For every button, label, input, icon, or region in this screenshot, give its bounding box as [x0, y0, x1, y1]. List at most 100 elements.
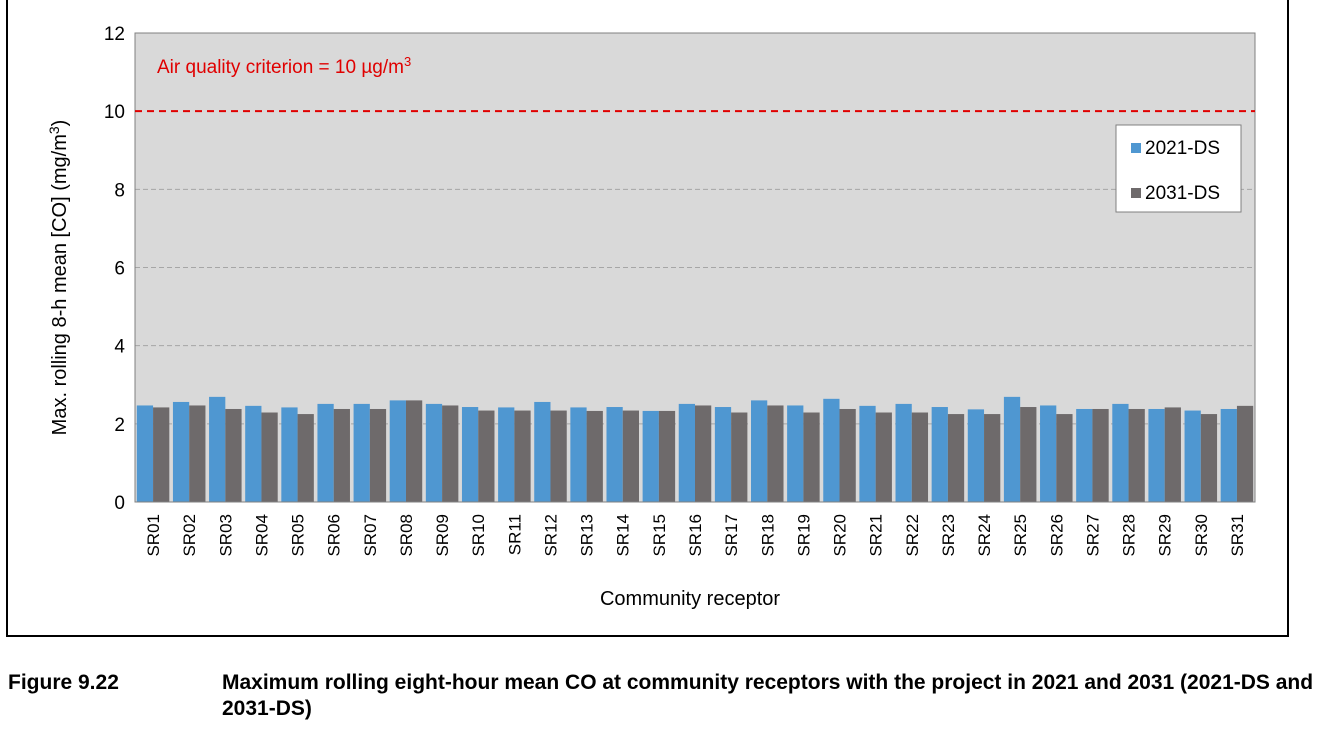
- bar-2021-ds-sr25: [1003, 396, 1021, 502]
- criterion-label: Air quality criterion = 10 µg/m3: [157, 54, 411, 78]
- bar-2031-ds-sr19: [803, 412, 820, 502]
- y-tick-label: 8: [114, 180, 125, 201]
- bar-2031-ds-sr13: [586, 410, 603, 502]
- x-tick-label: SR03: [216, 514, 235, 557]
- x-tick-label: SR07: [361, 514, 380, 557]
- x-tick-label: SR19: [794, 514, 813, 557]
- bar-2021-ds-sr03: [209, 396, 226, 502]
- x-tick-label: SR01: [144, 514, 163, 557]
- bar-2031-ds-sr06: [333, 408, 350, 502]
- bar-2031-ds-sr02: [189, 405, 206, 502]
- x-tick-label: SR17: [722, 514, 741, 557]
- y-tick-label: 10: [104, 102, 125, 123]
- bar-2031-ds-sr05: [297, 414, 314, 502]
- x-tick-label: SR28: [1120, 514, 1139, 557]
- x-tick-label: SR18: [758, 514, 777, 557]
- x-tick-label: SR23: [939, 514, 958, 557]
- y-tick-label: 12: [104, 24, 125, 45]
- co-bar-chart: 0 2 4 6 8 10 12 SR01 SR02 SR03 SR04 SR05 SR06 SR07 SR0…: [46, 24, 1256, 610]
- bar-2021-ds-sr31: [1220, 408, 1237, 502]
- bar-2021-ds-sr24: [967, 409, 985, 502]
- bar-2021-ds-sr20: [823, 398, 840, 502]
- y-tick-label: 6: [114, 259, 125, 280]
- x-tick-label: SR04: [252, 514, 271, 557]
- x-tick-label: SR05: [289, 514, 308, 557]
- bar-2031-ds-sr22: [911, 412, 929, 502]
- bar-2021-ds-sr18: [751, 400, 768, 502]
- bar-2021-ds-sr26: [1040, 405, 1057, 502]
- bar-2021-ds-sr07: [353, 403, 370, 502]
- bar-2031-ds-sr29: [1164, 407, 1181, 502]
- bar-2021-ds-sr14: [606, 407, 623, 502]
- figure-number: Figure 9.22: [8, 671, 119, 694]
- bar-2031-ds-sr14: [622, 410, 639, 502]
- bar-2031-ds-sr17: [731, 412, 748, 502]
- x-tick-label: SR20: [831, 514, 850, 557]
- x-tick-label: SR24: [975, 514, 994, 557]
- bar-2031-ds-sr04: [261, 412, 278, 502]
- bar-2021-ds-sr08: [389, 400, 406, 502]
- x-axis-title: Community receptor: [600, 588, 780, 610]
- bar-2021-ds-sr11: [498, 407, 515, 502]
- bar-2021-ds-sr30: [1184, 410, 1201, 502]
- x-tick-label: SR14: [614, 514, 633, 557]
- x-tick-label: SR27: [1083, 514, 1102, 557]
- bar-2031-ds-sr07: [369, 408, 387, 502]
- bar-2031-ds-sr25: [1020, 407, 1037, 502]
- legend-swatch-2031-ds: [1131, 188, 1141, 198]
- x-tick-label: SR29: [1156, 514, 1175, 557]
- bar-2021-ds-sr05: [281, 407, 298, 502]
- x-tick-label: SR22: [903, 514, 922, 557]
- bar-2021-ds-sr09: [425, 403, 443, 502]
- y-tick-label: 2: [114, 415, 125, 436]
- bar-2021-ds-sr10: [461, 407, 479, 502]
- bar-2021-ds-sr13: [570, 407, 587, 502]
- bar-2021-ds-sr17: [714, 407, 732, 502]
- x-tick-label: SR09: [433, 514, 452, 557]
- x-tick-label: SR06: [325, 514, 344, 557]
- bar-2031-ds-sr03: [225, 408, 242, 502]
- bar-2031-ds-sr20: [839, 408, 856, 502]
- x-tick-label: SR02: [180, 514, 199, 557]
- bar-2031-ds-sr26: [1056, 414, 1073, 502]
- bar-2021-ds-sr15: [642, 410, 659, 502]
- bar-2021-ds-sr21: [859, 405, 876, 502]
- x-tick-label: SR26: [1047, 514, 1066, 557]
- x-tick-label: SR16: [686, 514, 705, 557]
- legend-swatch-2021-ds: [1131, 143, 1141, 153]
- bar-2021-ds-sr06: [317, 403, 334, 502]
- bar-2031-ds-sr30: [1200, 414, 1218, 502]
- bar-2021-ds-sr29: [1148, 408, 1165, 502]
- x-tick-label: SR08: [397, 514, 416, 557]
- bar-2031-ds-sr11: [514, 410, 531, 502]
- bar-2021-ds-sr04: [245, 405, 262, 502]
- legend-label-2031-ds: 2031-DS: [1145, 183, 1220, 204]
- legend-label-2021-ds: 2021-DS: [1145, 138, 1220, 159]
- bar-2031-ds-sr15: [658, 410, 676, 502]
- y-tick-label: 0: [114, 493, 125, 514]
- x-tick-label: SR30: [1192, 514, 1211, 557]
- bar-2031-ds-sr10: [478, 410, 495, 502]
- x-tick-label: SR12: [541, 514, 560, 557]
- bar-2031-ds-sr21: [875, 412, 892, 502]
- bar-2031-ds-sr23: [947, 414, 965, 502]
- x-tick-label: SR15: [650, 514, 669, 557]
- x-tick-label: SR21: [867, 514, 886, 557]
- bar-2021-ds-sr01: [136, 405, 154, 502]
- bar-2031-ds-sr01: [153, 407, 170, 502]
- bar-2031-ds-sr18: [767, 405, 784, 502]
- x-tick-label: SR25: [1011, 514, 1030, 557]
- x-tick-label: SR11: [505, 514, 524, 555]
- figure-title: Maximum rolling eight-hour mean CO at co…: [222, 671, 1314, 720]
- bar-2031-ds-sr31: [1236, 405, 1254, 502]
- bar-2031-ds-sr16: [695, 405, 712, 502]
- bar-2031-ds-sr09: [442, 405, 459, 502]
- x-tick-label: SR13: [578, 514, 597, 557]
- bar-2021-ds-sr02: [172, 401, 190, 502]
- bar-2021-ds-sr28: [1112, 403, 1129, 502]
- bar-2021-ds-sr27: [1076, 408, 1093, 502]
- bar-2021-ds-sr19: [787, 405, 804, 502]
- bar-2031-ds-sr24: [984, 414, 1001, 502]
- bar-2031-ds-sr08: [405, 400, 423, 502]
- bar-2021-ds-sr12: [534, 401, 551, 502]
